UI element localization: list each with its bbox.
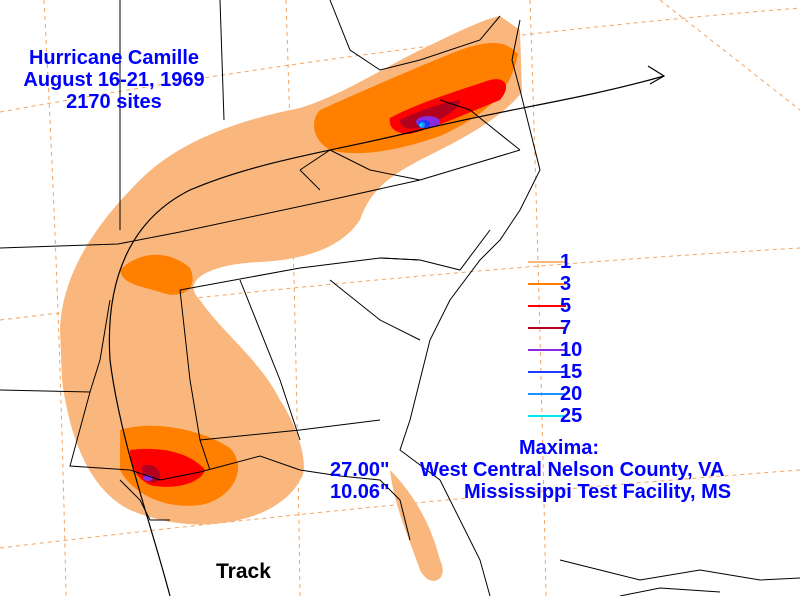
rain-area-3in	[120, 254, 193, 295]
rainfall-shading	[60, 16, 522, 581]
rain-area-3in-b	[314, 42, 518, 154]
maxima-value-1: 27.00"	[330, 459, 390, 481]
legend-swatches	[528, 261, 566, 417]
legend-label-20: 20	[560, 383, 583, 405]
legend-label-15: 15	[560, 361, 583, 383]
maxima-location-2: Mississippi Test Facility, MS	[464, 481, 732, 503]
legend-label-10: 10	[560, 339, 583, 361]
maxima-location-1: West Central Nelson County, VA	[420, 459, 725, 481]
coastline	[119, 19, 800, 596]
rain-area-1in-fl	[390, 470, 443, 581]
state-boundaries	[0, 0, 521, 471]
legend-label-1: 1	[560, 251, 572, 273]
storm-dates: August 16-21, 1969	[23, 69, 205, 91]
title-block: Hurricane Camille August 16-21, 1969 217…	[0, 48, 228, 114]
maxima-title: Maxima:	[519, 437, 600, 459]
site-count: 2170 sites	[66, 91, 162, 113]
legend-label-7: 7	[560, 317, 572, 339]
legend-label-3: 3	[560, 273, 572, 295]
maxima-value-2: 10.06"	[330, 481, 390, 503]
track-arrowhead	[647, 65, 666, 85]
storm-name: Hurricane Camille	[28, 47, 200, 69]
legend-label-25: 25	[560, 405, 583, 427]
hurricane-track	[108, 75, 665, 596]
rain-area-25in	[419, 123, 423, 127]
track-label: Track	[216, 560, 271, 583]
rain-area-7in	[400, 100, 460, 129]
legend-label-5: 5	[560, 295, 572, 317]
